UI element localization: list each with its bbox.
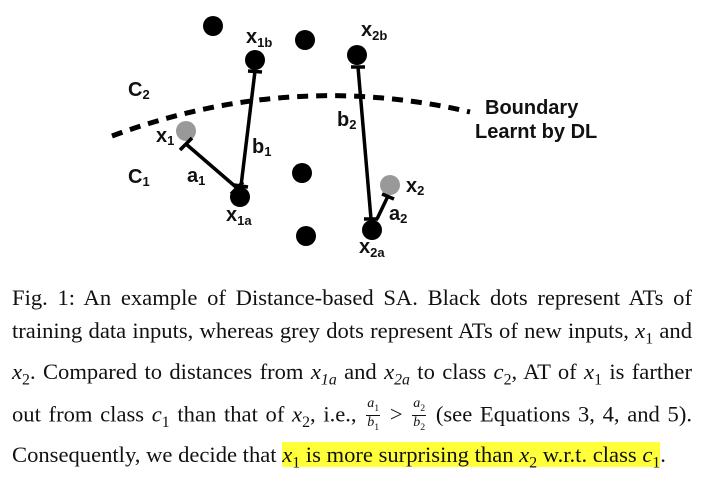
distance-b2	[351, 65, 378, 221]
label-boundary: Boundary	[485, 97, 579, 119]
training-dot-x1b	[245, 50, 265, 70]
fraction-a2-b2: a2 b2	[412, 395, 427, 434]
fraction-a1-b1: a1 b1	[366, 395, 381, 434]
label-x2b: x2b	[361, 19, 387, 43]
label-b1: b1	[252, 136, 271, 159]
training-dot	[203, 16, 223, 36]
label-x2a: x2a	[359, 236, 385, 260]
label-c1: C1	[128, 166, 150, 189]
training-dot-x2b	[347, 45, 367, 65]
label-b2: b2	[337, 109, 356, 132]
label-a2: a2	[389, 203, 407, 226]
label-x1a: x1a	[226, 204, 252, 228]
distance-b1	[233, 69, 263, 189]
training-dot-x2a	[362, 220, 382, 240]
distance-sa-diagram: x1b x2b C2 C1 x1 a1 b1 b2 x1a x2 a2 x2a …	[111, 16, 597, 260]
new-input-dot-x1	[176, 121, 196, 141]
distance-a2	[375, 192, 395, 220]
label-c2: C2	[128, 79, 150, 102]
figure-caption: Fig. 1: An example of Distance-based SA.…	[12, 285, 693, 472]
label-x2: x2	[406, 175, 424, 198]
new-input-dot-x2	[380, 175, 400, 195]
training-dot	[296, 226, 316, 246]
training-dot	[292, 163, 312, 183]
label-x1: x1	[156, 125, 174, 148]
training-dot	[295, 30, 315, 50]
label-a1: a1	[187, 165, 205, 188]
highlighted-conclusion: x1 is more surprising than x2 w.r.t. cla…	[282, 442, 661, 472]
label-learnt-by-dl: Learnt by DL	[475, 121, 597, 143]
label-x1b: x1b	[246, 26, 272, 50]
